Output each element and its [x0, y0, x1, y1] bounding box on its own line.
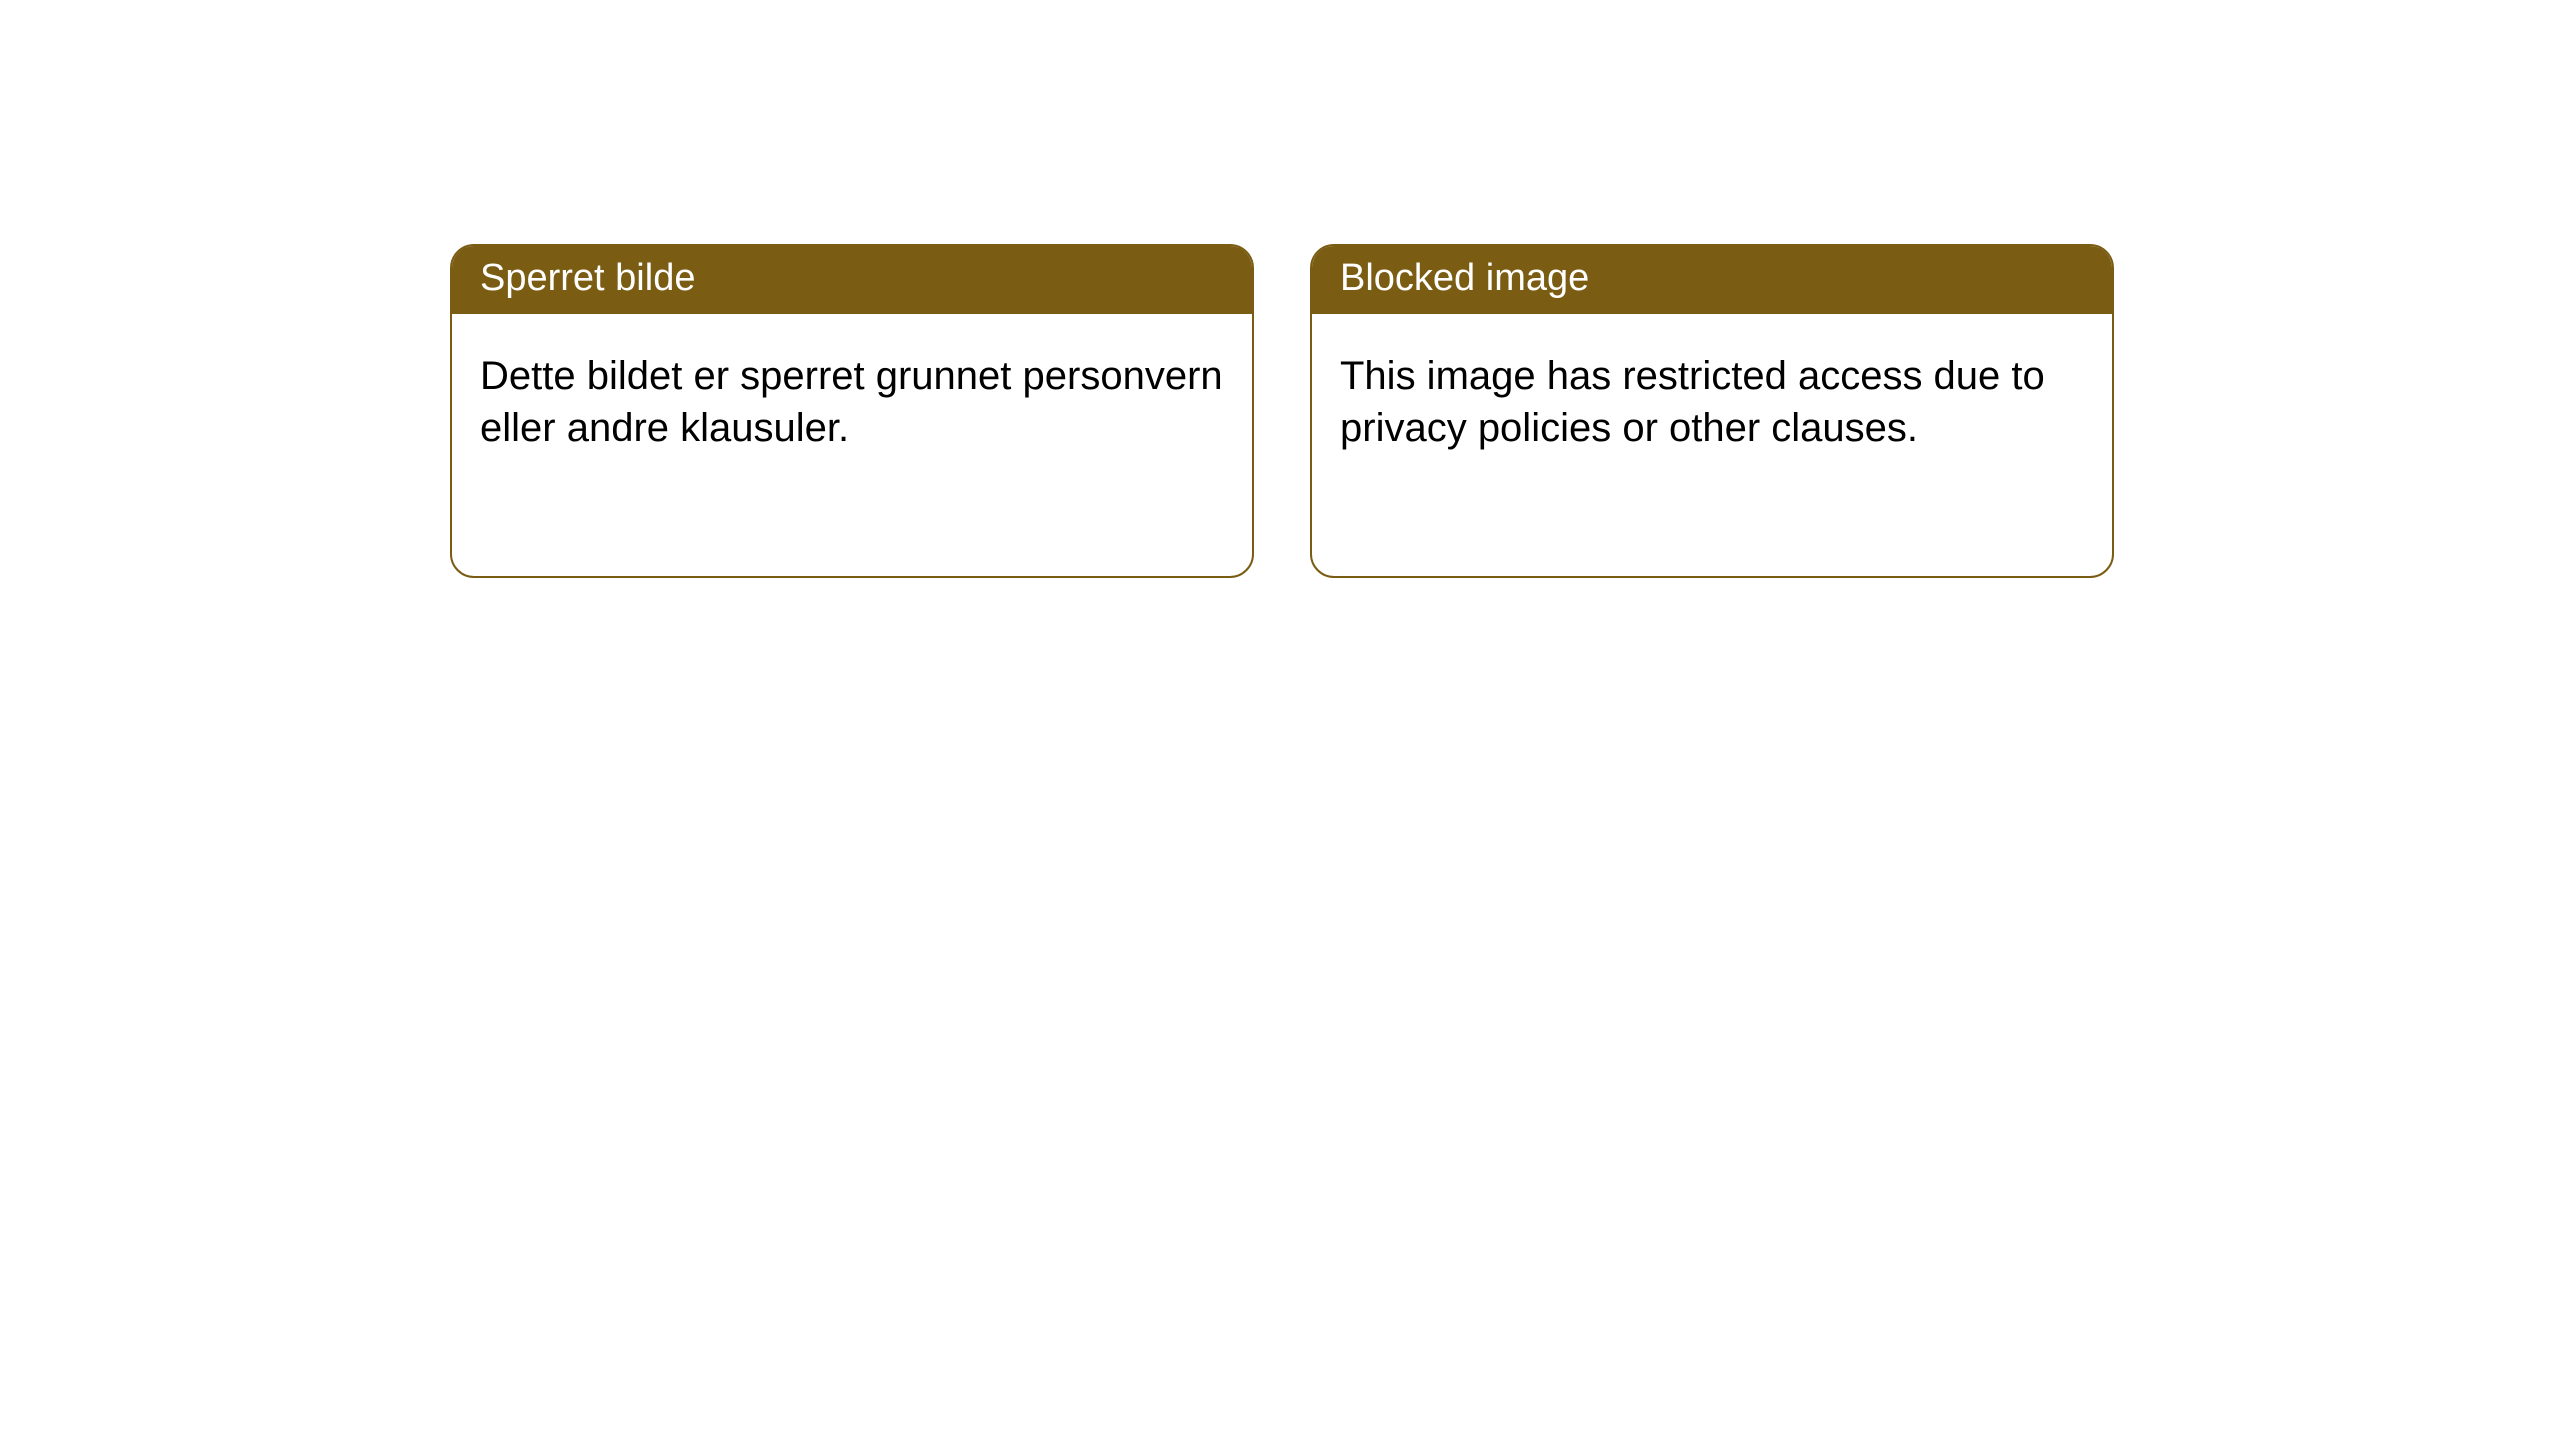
- blocked-image-card-norwegian: Sperret bilde Dette bildet er sperret gr…: [450, 244, 1254, 578]
- card-body-norwegian: Dette bildet er sperret grunnet personve…: [452, 314, 1252, 483]
- card-title-english: Blocked image: [1312, 246, 2112, 314]
- card-body-english: This image has restricted access due to …: [1312, 314, 2112, 483]
- blocked-image-card-english: Blocked image This image has restricted …: [1310, 244, 2114, 578]
- notice-cards-container: Sperret bilde Dette bildet er sperret gr…: [0, 0, 2560, 578]
- card-title-norwegian: Sperret bilde: [452, 246, 1252, 314]
